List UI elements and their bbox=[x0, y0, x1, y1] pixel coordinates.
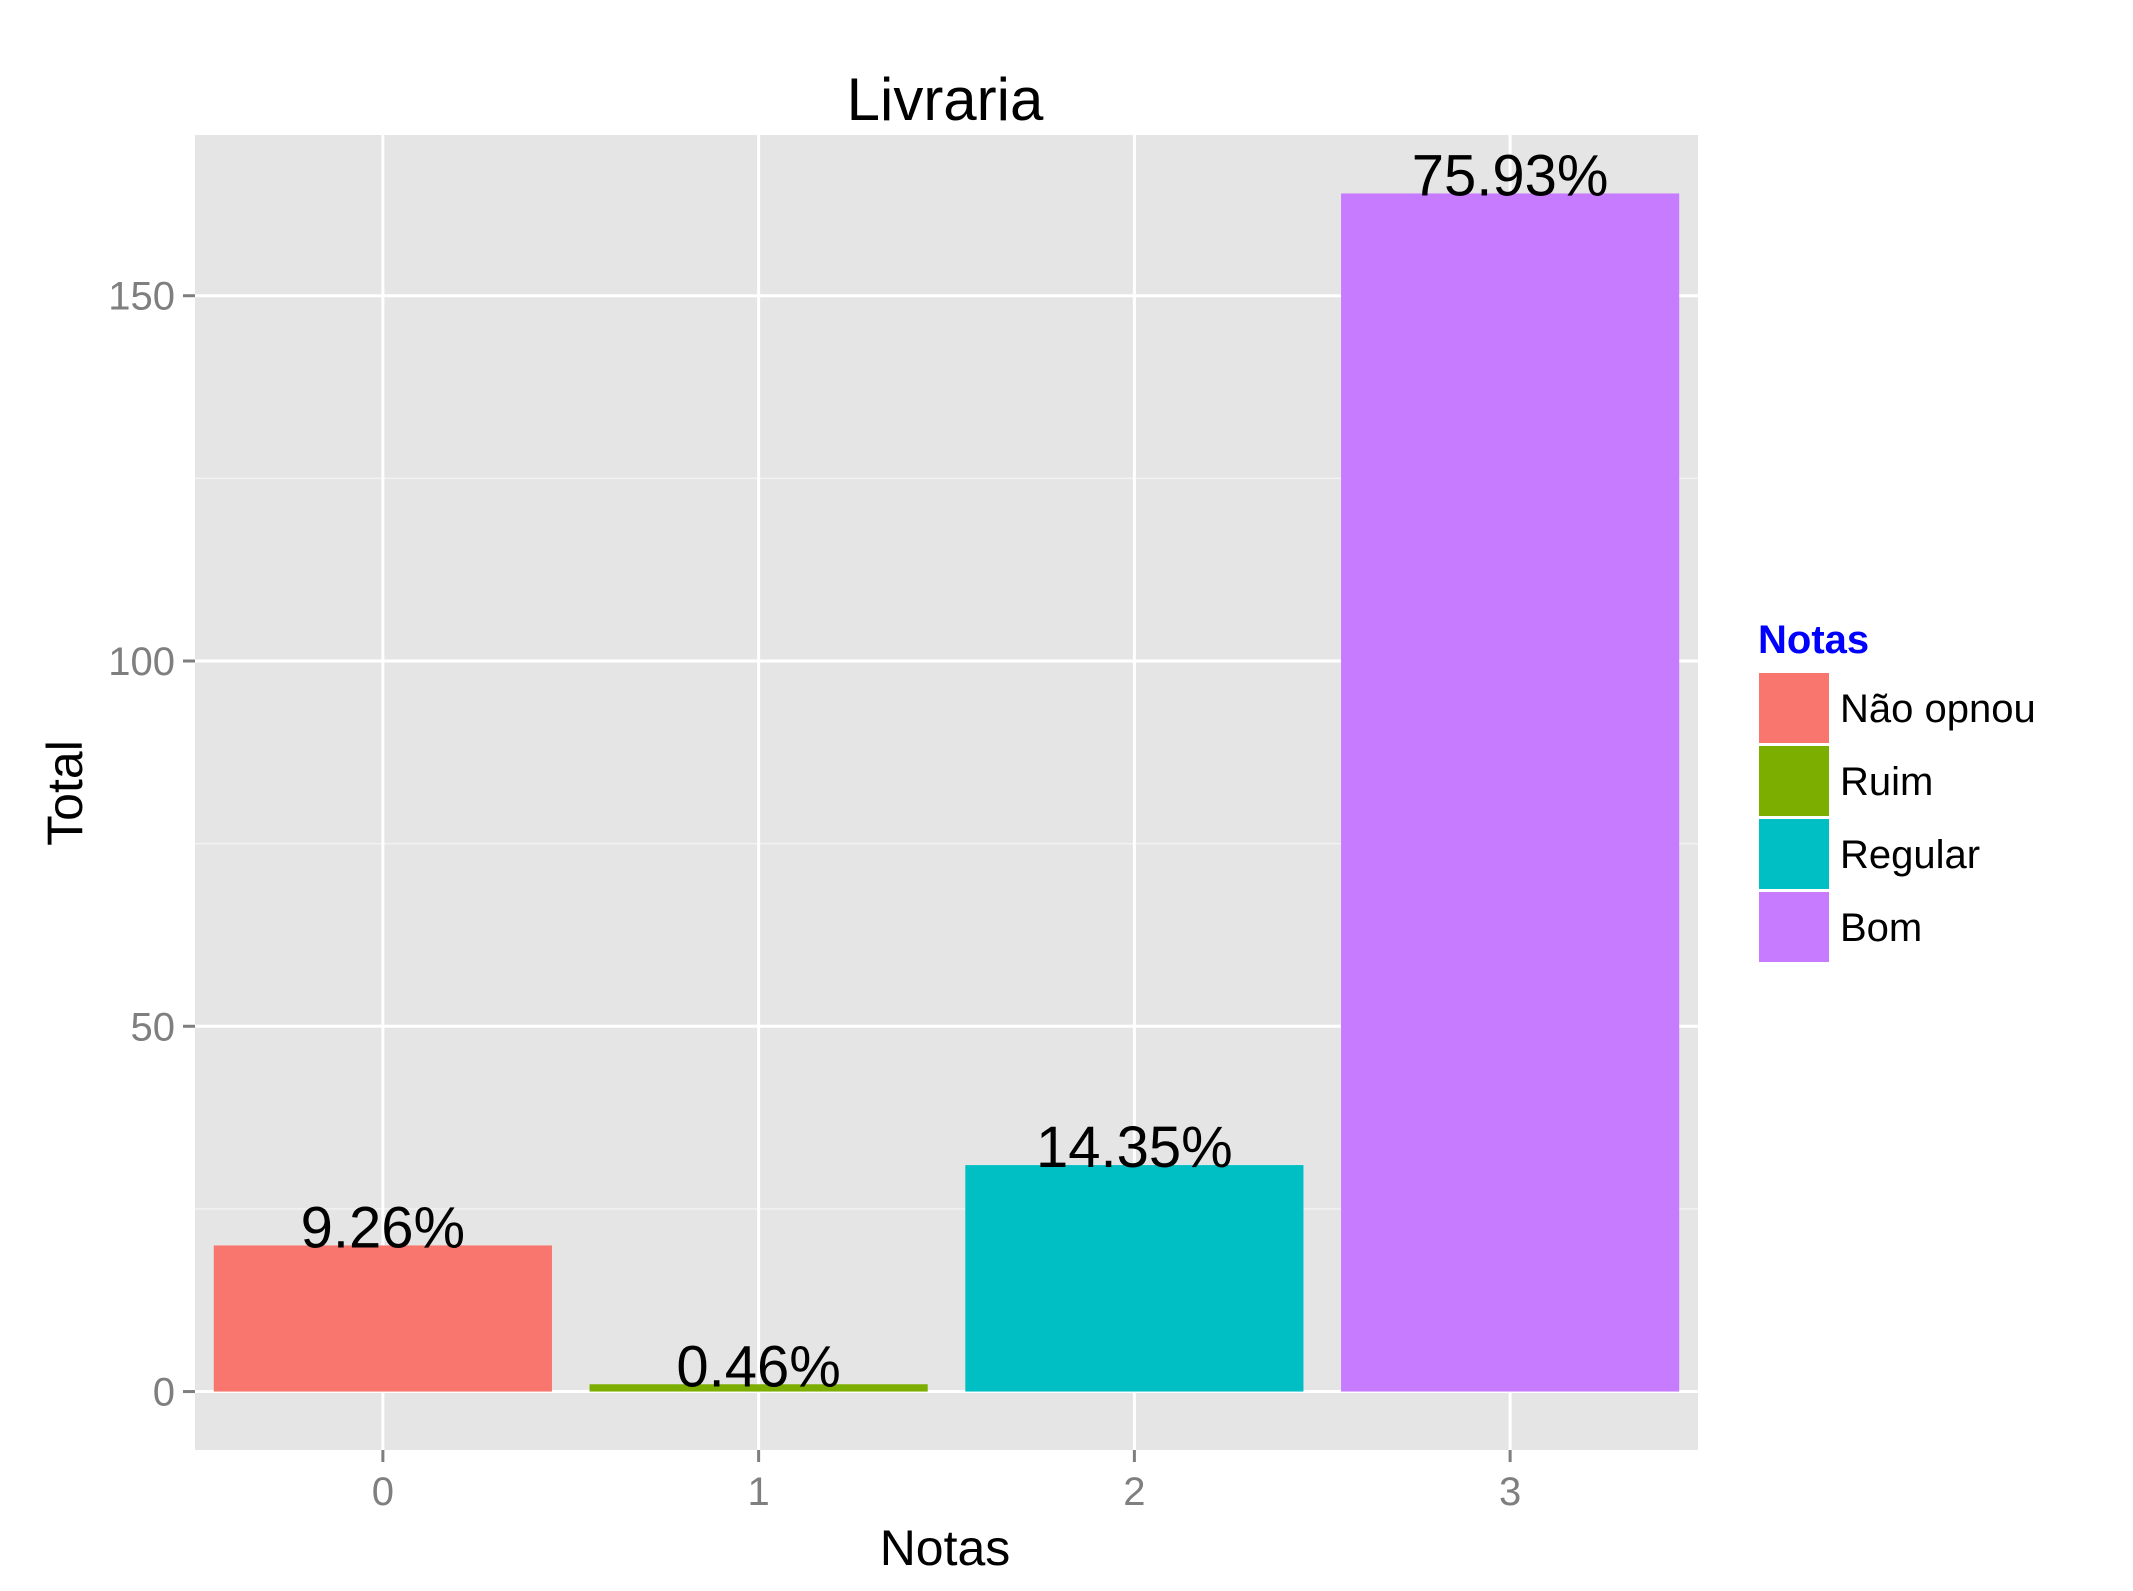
bar-1 bbox=[589, 1384, 928, 1392]
legend-key bbox=[1757, 890, 1831, 964]
y-tick-label: 100 bbox=[108, 640, 175, 684]
y-tick-label: 150 bbox=[108, 275, 175, 319]
legend-key bbox=[1757, 744, 1831, 818]
x-tick-label: 0 bbox=[372, 1470, 394, 1514]
axes-layer: 0 50 100 150 0 1 2 3 bbox=[108, 275, 1521, 1514]
y-tick-label: 0 bbox=[153, 1371, 175, 1415]
y-tick-label: 50 bbox=[131, 1005, 176, 1049]
bar-3 bbox=[1341, 193, 1680, 1392]
legend-key bbox=[1757, 671, 1831, 745]
legend: Notas Não opnou Ruim Regular Bom bbox=[1757, 618, 2036, 964]
data-labels-layer: 9.26% 0.46% 14.35% 75.93% bbox=[301, 143, 1609, 1399]
bars-layer bbox=[213, 193, 1680, 1392]
legend-key bbox=[1757, 817, 1831, 891]
legend-label: Regular bbox=[1840, 833, 1980, 877]
legend-label: Ruim bbox=[1840, 760, 1933, 804]
x-tick-label: 1 bbox=[748, 1470, 770, 1514]
legend-title: Notas bbox=[1758, 618, 1869, 662]
legend-label: Bom bbox=[1840, 906, 1922, 950]
data-label: 0.46% bbox=[676, 1334, 840, 1399]
x-tick-label: 3 bbox=[1499, 1470, 1521, 1514]
x-tick-label: 2 bbox=[1123, 1470, 1145, 1514]
y-axis-title: Total bbox=[37, 740, 93, 846]
legend-label: Não opnou bbox=[1840, 687, 2036, 731]
data-label: 75.93% bbox=[1412, 143, 1609, 208]
data-label: 14.35% bbox=[1036, 1115, 1233, 1180]
chart-title: Livraria bbox=[847, 66, 1044, 133]
bar-2 bbox=[965, 1165, 1304, 1392]
data-label: 9.26% bbox=[301, 1195, 465, 1260]
bar-0 bbox=[213, 1245, 552, 1392]
x-axis-title: Notas bbox=[880, 1520, 1011, 1576]
legend-items: Não opnou Ruim Regular Bom bbox=[1757, 671, 2036, 964]
